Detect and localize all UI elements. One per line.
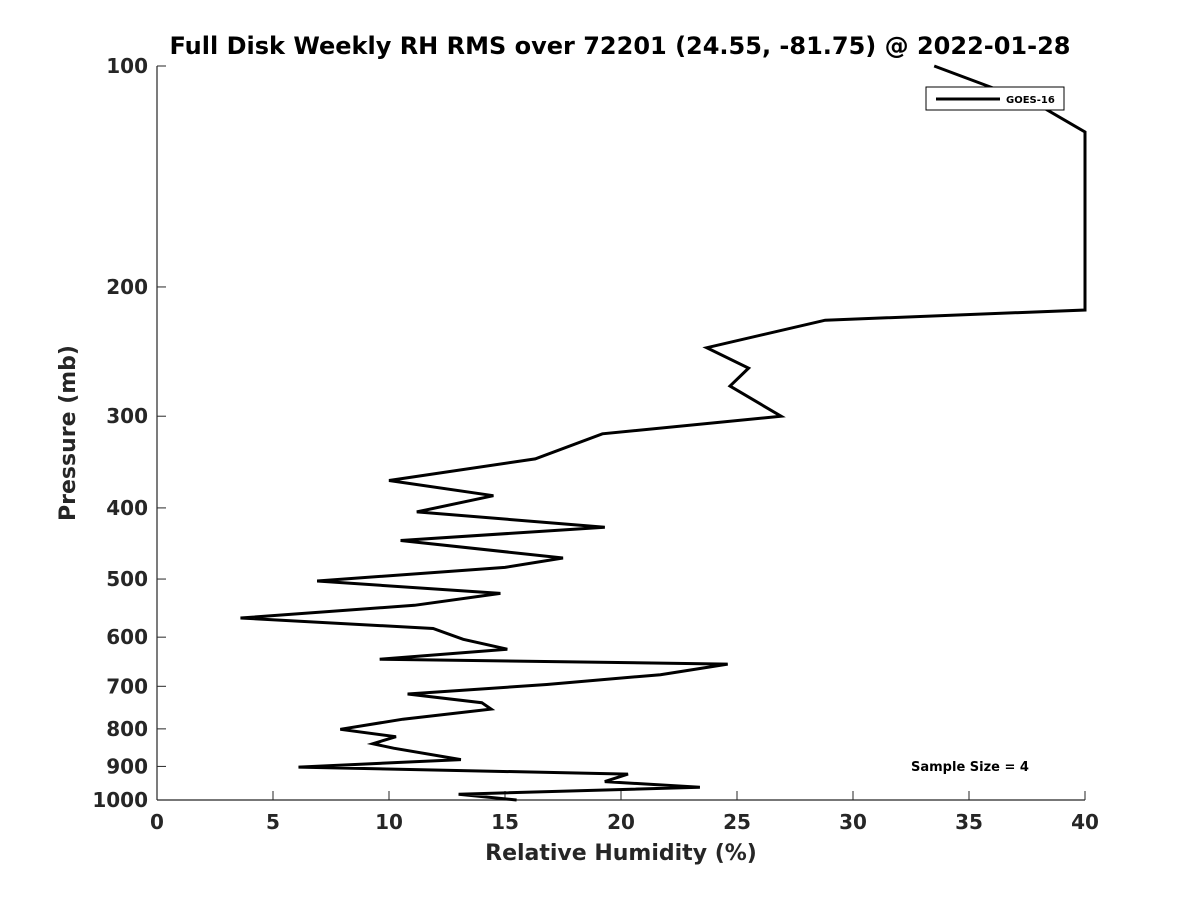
y-tick-label: 900	[106, 754, 148, 778]
y-axis-label: Pressure (mb)	[56, 345, 81, 521]
x-axis-label: Relative Humidity (%)	[485, 841, 757, 866]
y-tick-label: 1000	[92, 788, 148, 812]
x-tick-label: 15	[491, 810, 519, 834]
legend: GOES-16	[925, 86, 1065, 111]
x-tick-label: 0	[150, 810, 164, 834]
legend-label-goes-16: GOES-16	[1006, 95, 1055, 106]
x-tick-label: 10	[375, 810, 403, 834]
y-ticks: 100 200 300 400 500 600 700 800 900 1000	[92, 54, 166, 812]
y-tick-label: 800	[106, 717, 148, 741]
y-tick-label: 700	[106, 674, 148, 698]
y-tick-label: 100	[106, 54, 148, 78]
y-tick-label: 600	[106, 625, 148, 649]
chart-title: Full Disk Weekly RH RMS over 72201 (24.5…	[169, 32, 1070, 60]
series-line-goes-16	[240, 64, 1087, 802]
x-tick-label: 20	[607, 810, 635, 834]
y-tick-label: 200	[106, 275, 148, 299]
y-tick-label: 500	[106, 567, 148, 591]
x-ticks: 0 5 10 15 20 25 30 35 40	[150, 791, 1099, 834]
x-tick-label: 5	[266, 810, 280, 834]
x-tick-label: 35	[955, 810, 983, 834]
x-tick-label: 25	[723, 810, 751, 834]
y-tick-label: 400	[106, 496, 148, 520]
x-tick-label: 40	[1071, 810, 1099, 834]
x-tick-label: 30	[839, 810, 867, 834]
y-tick-label: 300	[106, 404, 148, 428]
sample-size-annotation: Sample Size = 4	[911, 760, 1029, 775]
